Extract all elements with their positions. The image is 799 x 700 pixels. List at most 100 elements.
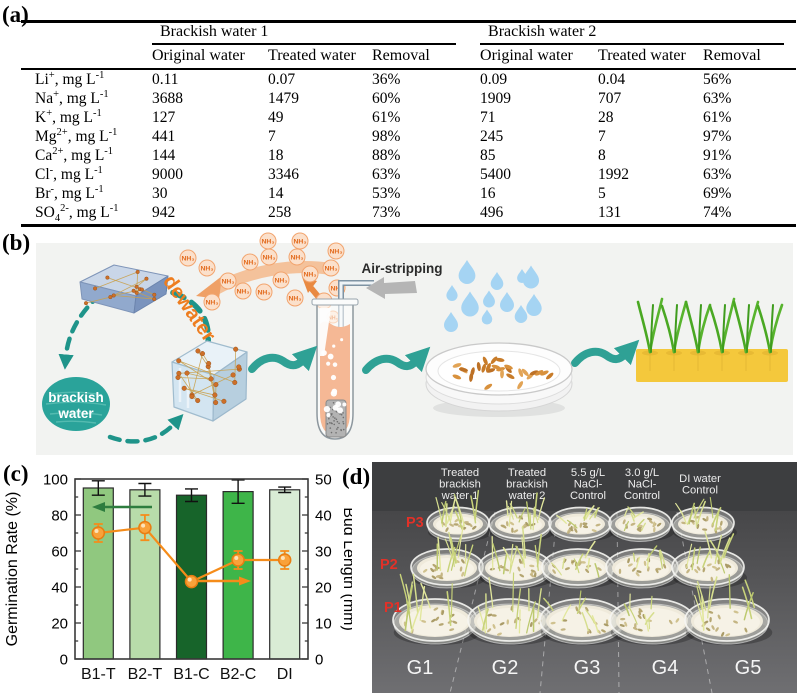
petri-dish xyxy=(426,489,492,542)
germination-chart: 0 20 40 60 80 100 0 10 20 30 40 50 B1-T B2-T B1-C B2-C D… xyxy=(4,472,352,684)
ion-label: Mg2+, mg L-1 xyxy=(35,126,118,145)
plate-divider-line xyxy=(539,511,558,693)
table-cell: 14 xyxy=(268,184,284,202)
nh3-bubble: NH₃ xyxy=(272,271,290,289)
plate-row-label: P2 xyxy=(380,557,398,573)
table-cell: 0.07 xyxy=(268,70,296,88)
petri-dish xyxy=(478,525,555,589)
hydrogel-cube-swollen xyxy=(171,340,248,422)
table-cell: 97% xyxy=(703,127,732,145)
table-cell: 9000 xyxy=(152,165,183,183)
table-row: Br-, mg L-1 30 14 53% 16 5 69% xyxy=(21,184,796,203)
plate-divider-line xyxy=(616,511,620,693)
nh3-bubble: NH₃ xyxy=(288,248,306,266)
table-cell: 71 xyxy=(480,108,496,126)
bar-B2-C xyxy=(222,490,254,660)
category-label: DI xyxy=(277,666,293,683)
water-droplets xyxy=(444,260,542,332)
group-label: G4 xyxy=(652,657,679,679)
petri-dish xyxy=(541,540,618,589)
nh3-bubble: NH₃ xyxy=(234,282,252,300)
nh3-bubble: NH₃ xyxy=(198,259,216,277)
petri-dish xyxy=(608,506,674,542)
right-axis-title: Bud Length (mm) xyxy=(340,507,352,631)
line-marker xyxy=(91,526,106,540)
table-cell: 30 xyxy=(152,184,168,202)
table-cell: 131 xyxy=(598,203,704,227)
table-cell: 707 xyxy=(598,89,622,107)
table-cell: 60% xyxy=(372,89,401,107)
table-cell: 74% xyxy=(703,203,797,227)
air-stripping-arrow-icon xyxy=(366,277,417,299)
table-cell: 942 xyxy=(152,203,268,227)
svg-text:NH₃: NH₃ xyxy=(289,295,302,302)
water-drop-icon xyxy=(461,291,479,317)
table-cell: 5400 xyxy=(480,165,512,183)
ion-label: K+, mg L-1 xyxy=(35,107,102,126)
group-label: G5 xyxy=(735,657,762,679)
table-row: Na+, mg L-1 3688 1479 60% 1909 707 63% xyxy=(21,89,796,108)
svg-text:NH₃: NH₃ xyxy=(222,278,235,285)
svg-text:NH₃: NH₃ xyxy=(244,259,257,266)
right-tick-label: 20 xyxy=(315,580,332,597)
nh3-bubble: NH₃ xyxy=(286,289,304,307)
air-stripping-tube xyxy=(311,280,374,440)
petri-dish xyxy=(392,573,481,646)
tube-rim xyxy=(311,298,359,306)
table-cell: 258 xyxy=(268,203,372,227)
plate-row-label: P3 xyxy=(406,515,424,531)
bar-B1-T xyxy=(82,487,114,660)
table-corner-cell xyxy=(21,45,152,70)
right-tick-label: 10 xyxy=(315,616,332,633)
water-drop-icon xyxy=(446,285,458,301)
group-header-bw1: Brackish water 1 xyxy=(152,22,480,45)
panel-d-label: (d) xyxy=(342,464,371,489)
table-cell: 18 xyxy=(268,146,284,164)
brackish-water-label-line1: brackish xyxy=(48,390,104,405)
condition-label: Treated brackish water 2 xyxy=(506,467,548,502)
group-label: G1 xyxy=(407,657,434,679)
table-cell: 8 xyxy=(598,146,606,164)
svg-text:NH₃: NH₃ xyxy=(263,254,276,261)
category-label: B2-C xyxy=(220,666,256,683)
nh3-bubble: NH₃ xyxy=(322,259,340,277)
line-marker xyxy=(231,553,245,567)
table-cell: 61% xyxy=(703,108,732,126)
table-cell: 16 xyxy=(480,184,496,202)
soil-with-sprouts xyxy=(636,297,788,382)
condition-label: 3.0 g/L NaCl-Control xyxy=(624,467,660,502)
petri-dish xyxy=(605,545,682,589)
left-axis-title: Germination Rate (%) xyxy=(4,492,21,647)
ion-label: SO42-, mg L-1 xyxy=(21,203,152,227)
condition-label: 5.5 g/L NaCl-Control xyxy=(570,467,606,502)
table-cell: 127 xyxy=(152,108,176,126)
water-drop-icon xyxy=(490,272,504,290)
svg-text:NH₃: NH₃ xyxy=(201,265,214,272)
petri-dish xyxy=(609,593,698,646)
svg-text:NH₃: NH₃ xyxy=(237,288,250,295)
table-row: Cl-, mg L-1 9000 3346 63% 5400 1992 63% xyxy=(21,165,796,184)
water-drop-icon xyxy=(444,312,458,332)
category-label: B1-T xyxy=(81,666,116,683)
hydrogel-cube-dewatered xyxy=(79,264,169,314)
left-tick-label: 60 xyxy=(51,544,68,561)
petri-dish xyxy=(684,574,773,646)
water-drop-icon xyxy=(481,309,493,325)
line-series xyxy=(91,514,292,589)
table-cell: 0.04 xyxy=(598,70,626,88)
nh3-bubble: NH₃ xyxy=(291,232,309,250)
right-tick-label: 50 xyxy=(315,472,332,489)
col-header-removal-1: Removal xyxy=(372,45,481,70)
svg-text:NH₃: NH₃ xyxy=(325,265,338,272)
table-row: Mg2+, mg L-1 441 7 98% 245 7 97% xyxy=(21,127,796,146)
brackish-water-label-line2: water xyxy=(57,406,94,421)
left-tick-label: 40 xyxy=(51,580,68,597)
table-cell: 63% xyxy=(703,89,732,107)
svg-text:NH₃: NH₃ xyxy=(182,255,195,262)
col-header-original-water-2: Original water xyxy=(480,45,599,70)
table-cell: 28 xyxy=(598,108,614,126)
nh3-bubble: NH₃ xyxy=(301,265,319,283)
table-sub-header-row: Original water Treated water Removal Ori… xyxy=(21,45,797,70)
left-tick-label: 80 xyxy=(51,508,68,525)
